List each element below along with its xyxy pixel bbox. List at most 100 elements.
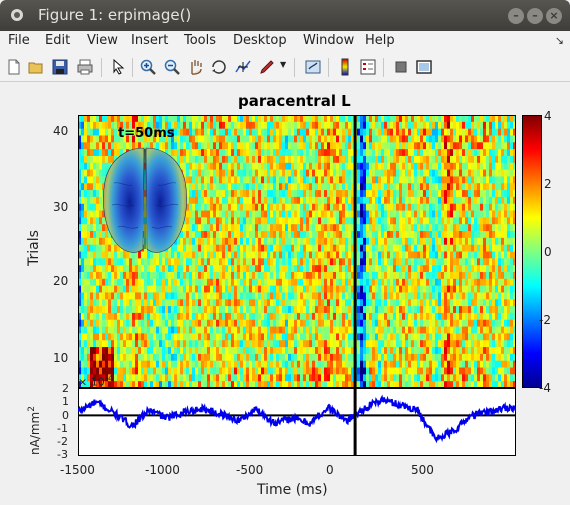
heatmap-cell (90, 149, 94, 157)
heatmap-cell (288, 326, 292, 334)
heatmap-cell (303, 142, 307, 150)
heatmap-cell (288, 299, 292, 307)
heatmap-cell (144, 312, 148, 321)
close-button[interactable]: × (546, 8, 562, 24)
heatmap-cell (108, 155, 112, 164)
heatmap-cell (180, 231, 184, 239)
brush-dropdown-icon[interactable]: ▼ (280, 60, 287, 69)
heatmap-cell (396, 183, 400, 191)
save-icon[interactable] (51, 58, 69, 76)
heatmap-cell (399, 367, 403, 375)
heatmap-cell (279, 135, 283, 143)
heatmap-cell (327, 121, 331, 130)
heatmap-cell (195, 374, 199, 382)
show-plot-tools-icon[interactable] (415, 58, 433, 76)
heatmap-cell (348, 231, 352, 239)
heatmap-cell (447, 319, 451, 328)
heatmap-cell (315, 190, 319, 198)
menu-file[interactable]: File (8, 33, 30, 48)
heatmap-cell (279, 312, 283, 321)
heatmap-cell (213, 203, 217, 212)
hide-plot-tools-icon[interactable] (392, 58, 410, 76)
heatmap-cell (237, 326, 241, 334)
heatmap-cell (366, 237, 370, 246)
heatmap-cell (288, 121, 292, 130)
data-cursor-icon[interactable] (234, 58, 252, 76)
menu-insert[interactable]: Insert (131, 33, 169, 48)
link-plot-icon[interactable] (304, 58, 322, 76)
rotate-3d-icon[interactable] (210, 58, 228, 76)
heatmap-cell (156, 360, 160, 369)
heatmap-cell (333, 299, 337, 307)
heatmap-cell (84, 183, 88, 191)
heatmap-cell (309, 237, 313, 246)
heatmap-cell (291, 333, 295, 341)
heatmap-cell (291, 340, 295, 348)
heatmap-cell (288, 210, 292, 218)
heatmap-cell (195, 142, 199, 150)
heatmap-cell (288, 142, 292, 150)
heatmap-cell (234, 278, 238, 287)
heatmap-cell (339, 176, 343, 184)
heatmap-cell (381, 306, 385, 314)
zoom-out-icon[interactable] (163, 58, 181, 76)
heatmap-cell (411, 340, 415, 348)
heatmap-cell (240, 381, 244, 388)
heatmap-cell (195, 292, 199, 300)
heatmap-cell (282, 319, 286, 328)
heatmap-cell (210, 217, 214, 225)
heatmap-cell (369, 271, 373, 280)
dock-arrow-icon[interactable]: ↘ (554, 34, 564, 47)
heatmap-cell (87, 210, 91, 218)
heatmap-cell (399, 142, 403, 150)
heatmap-cell (270, 381, 274, 388)
heatmap-cell (381, 319, 385, 328)
pointer-icon[interactable] (109, 58, 127, 76)
heatmap-cell (210, 312, 214, 321)
heatmap-cell (219, 265, 223, 273)
heatmap-cell (123, 367, 127, 375)
menu-view[interactable]: View (87, 33, 118, 48)
heatmap-cell (159, 312, 163, 321)
heatmap-cell (105, 285, 109, 294)
heatmap-cell (81, 142, 85, 150)
heatmap-cell (177, 265, 181, 273)
brush-icon[interactable] (258, 58, 276, 76)
pan-icon[interactable] (187, 58, 205, 76)
heatmap-cell (321, 217, 325, 225)
heatmap-cell (402, 217, 406, 225)
heatmap-cell (207, 347, 211, 355)
menu-desktop[interactable]: Desktop (233, 33, 287, 48)
heatmap-cell (324, 149, 328, 157)
heatmap-cell (249, 367, 253, 375)
heatmap-cell (231, 285, 235, 294)
print-icon[interactable] (76, 58, 94, 76)
heatmap-cell (321, 149, 325, 157)
heatmap-cell (432, 149, 436, 157)
new-figure-icon[interactable] (5, 58, 23, 76)
heatmap-cell (96, 162, 100, 171)
heatmap-cell (234, 121, 238, 130)
heatmap-cell (99, 190, 103, 198)
heatmap-cell (249, 374, 253, 382)
heatmap-cell (120, 121, 124, 130)
colorbar-icon[interactable] (336, 58, 354, 76)
zoom-in-icon[interactable] (139, 58, 157, 76)
legend-icon[interactable] (359, 58, 377, 76)
minimize-button[interactable]: – (508, 8, 524, 24)
menu-edit[interactable]: Edit (45, 33, 71, 48)
maximize-button[interactable]: – (527, 8, 543, 24)
heatmap-cell (279, 360, 283, 369)
heatmap-cell (201, 285, 205, 294)
menu-window[interactable]: Window (303, 33, 355, 48)
heatmap-cell (312, 176, 316, 184)
open-file-icon[interactable] (27, 58, 45, 76)
heatmap-cell (237, 367, 241, 375)
heatmap-cell (351, 128, 355, 137)
menu-help[interactable]: Help (365, 33, 395, 48)
heatmap-cell (147, 326, 151, 334)
heatmap-cell (417, 265, 421, 273)
menu-tools[interactable]: Tools (184, 33, 217, 48)
heatmap-cell (411, 347, 415, 355)
heatmap-cell (93, 217, 97, 225)
